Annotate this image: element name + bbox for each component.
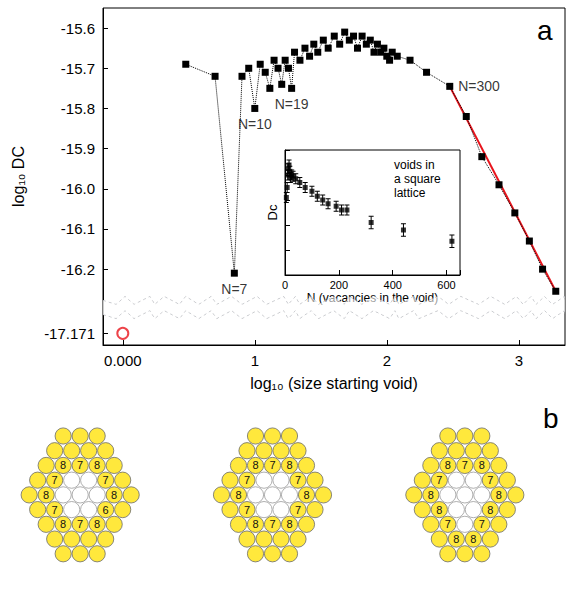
svg-text:7: 7: [436, 474, 442, 486]
svg-text:7: 7: [487, 474, 493, 486]
svg-text:7: 7: [244, 474, 250, 486]
svg-text:N=10: N=10: [238, 116, 272, 132]
svg-text:voids in: voids in: [394, 158, 435, 172]
svg-text:a: a: [537, 15, 553, 46]
svg-text:8: 8: [43, 489, 49, 501]
svg-text:7: 7: [77, 518, 83, 530]
svg-text:7: 7: [269, 518, 275, 530]
svg-text:log₁₀ (size starting void): log₁₀ (size starting void): [250, 375, 418, 392]
svg-text:1: 1: [251, 352, 259, 369]
svg-text:2: 2: [383, 352, 391, 369]
svg-text:8: 8: [60, 518, 66, 530]
svg-text:7: 7: [445, 518, 451, 530]
svg-text:7: 7: [269, 459, 275, 471]
svg-text:8: 8: [445, 459, 451, 471]
svg-text:7: 7: [462, 459, 468, 471]
svg-text:0: 0: [282, 279, 288, 291]
svg-text:7: 7: [479, 518, 485, 530]
svg-text:N=7: N=7: [221, 281, 247, 297]
svg-text:8: 8: [111, 489, 117, 501]
svg-text:8: 8: [453, 533, 459, 545]
svg-text:7: 7: [52, 474, 58, 486]
svg-text:8: 8: [303, 489, 309, 501]
svg-text:a square: a square: [394, 172, 441, 186]
svg-text:7: 7: [295, 504, 301, 516]
svg-text:log₁₀ DC: log₁₀ DC: [10, 146, 27, 207]
svg-text:7: 7: [103, 474, 109, 486]
svg-text:Dc: Dc: [265, 204, 280, 220]
svg-text:8: 8: [428, 489, 434, 501]
svg-text:8: 8: [94, 459, 100, 471]
svg-text:8: 8: [487, 504, 493, 516]
svg-text:8: 8: [60, 459, 66, 471]
svg-text:-15.6: -15.6: [61, 20, 95, 37]
svg-text:6: 6: [103, 504, 109, 516]
svg-text:8: 8: [252, 518, 258, 530]
svg-text:8: 8: [252, 459, 258, 471]
svg-text:8: 8: [436, 504, 442, 516]
svg-text:7: 7: [295, 474, 301, 486]
svg-text:0.000: 0.000: [104, 352, 142, 369]
svg-text:-16.0: -16.0: [61, 180, 95, 197]
svg-text:8: 8: [479, 459, 485, 471]
svg-text:-16.2: -16.2: [61, 261, 95, 278]
svg-text:8: 8: [94, 518, 100, 530]
svg-text:N (vacancies in the void): N (vacancies in the void): [306, 291, 439, 305]
svg-text:8: 8: [286, 459, 292, 471]
svg-text:N=300: N=300: [458, 78, 500, 94]
svg-text:7: 7: [77, 459, 83, 471]
svg-text:lattice: lattice: [394, 186, 426, 200]
svg-text:-15.9: -15.9: [61, 140, 95, 157]
svg-text:7: 7: [52, 504, 58, 516]
svg-text:400: 400: [384, 279, 402, 291]
svg-text:8: 8: [235, 489, 241, 501]
svg-text:-15.7: -15.7: [61, 60, 95, 77]
svg-text:-16.1: -16.1: [61, 220, 95, 237]
svg-text:N=19: N=19: [275, 96, 309, 112]
svg-text:8: 8: [470, 533, 476, 545]
svg-text:600: 600: [437, 279, 455, 291]
svg-text:-17.171: -17.171: [44, 325, 95, 342]
svg-text:200: 200: [330, 279, 348, 291]
svg-text:b: b: [543, 403, 559, 434]
svg-text:-15.8: -15.8: [61, 100, 95, 117]
svg-text:8: 8: [496, 489, 502, 501]
svg-text:8: 8: [286, 518, 292, 530]
svg-text:7: 7: [244, 504, 250, 516]
svg-text:3: 3: [515, 352, 523, 369]
